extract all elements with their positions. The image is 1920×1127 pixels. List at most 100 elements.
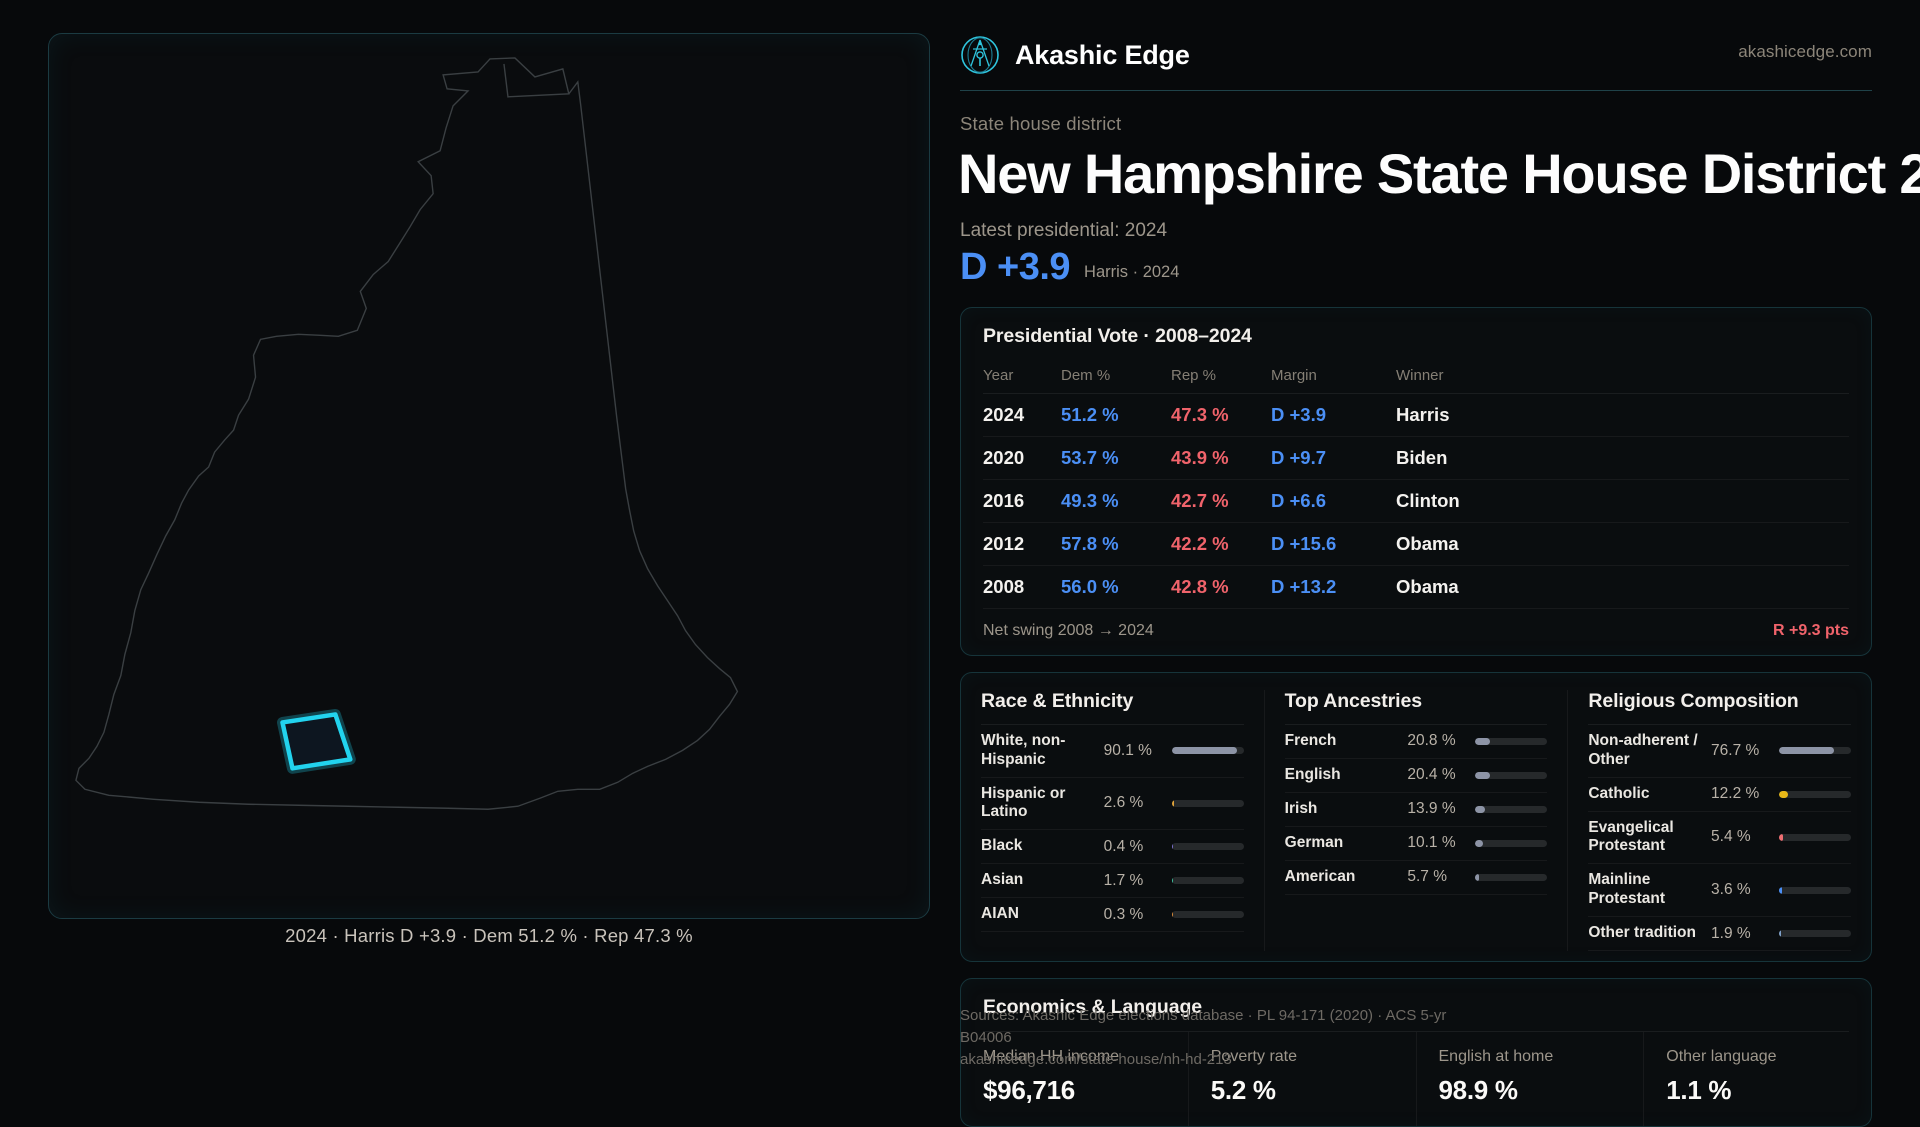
metric-label: Asian [981, 871, 1024, 889]
table-row: 2012 57.8 % 42.2 % D +15.6 Obama [983, 522, 1849, 566]
list-item: Catholic 12.2 % [1588, 778, 1852, 812]
cell-rep: 42.2 % [1171, 522, 1271, 566]
metric-bar [1171, 877, 1244, 885]
district-highlight-shape [280, 712, 353, 771]
cell-margin: D +3.9 [1271, 393, 1396, 437]
metric-value: 20.8 % [1407, 732, 1456, 750]
state-outline-group [75, 57, 739, 810]
list-item: Evangelical Protestant 5.4 % [1588, 812, 1852, 865]
list-item: AIAN 0.3 % [981, 898, 1244, 933]
source-line-2: akashicedge.com/state-house/nh-hd-213 [960, 1050, 1232, 1068]
col-winner: Winner [1396, 361, 1849, 394]
highlighted-district-group[interactable] [276, 708, 356, 774]
cell-rep: 42.7 % [1171, 479, 1271, 523]
metric-bar [1779, 930, 1852, 938]
source-line-1: Sources: Akashic Edge elections database… [960, 1007, 1447, 1046]
cell-dem: 57.8 % [1061, 522, 1171, 566]
cell-winner: Clinton [1396, 479, 1849, 523]
cell-margin: D +6.6 [1271, 479, 1396, 523]
list-item: Non-adherent / Other 76.7 % [1588, 725, 1852, 778]
col-margin: Margin [1271, 361, 1396, 394]
metric-label: Irish [1284, 799, 1318, 817]
demographics-card: Race & Ethnicity White, non-Hispanic 90.1… [960, 671, 1872, 963]
akashic-emblem-icon [961, 36, 999, 74]
brand-url: akashicedge.com [1738, 42, 1872, 61]
cell-dem: 51.2 % [1061, 393, 1171, 437]
metric-label: French [1284, 731, 1337, 749]
table-row: 2016 49.3 % 42.7 % D +6.6 Clinton [983, 479, 1849, 523]
metric-value: 0.4 % [1103, 837, 1144, 855]
race-rows: White, non-Hispanic 90.1 % Hispanic or Lat… [981, 723, 1244, 933]
cell-margin: D +15.6 [1271, 522, 1396, 566]
cell-dem: 49.3 % [1061, 479, 1171, 523]
cell-winner: Obama [1396, 565, 1849, 609]
econ-metric-label: English at home [1438, 1048, 1554, 1066]
list-item: White, non-Hispanic 90.1 % [981, 725, 1244, 778]
page-eyebrow: State house district [960, 113, 1122, 134]
metric-value: 5.4 % [1711, 828, 1751, 846]
religion-rows: Non-adherent / Other 76.7 % Catholic 12.2 %… [1588, 723, 1852, 952]
metric-value: 1.7 % [1103, 871, 1144, 889]
cell-year: 2024 [983, 393, 1061, 437]
metric-bar [1475, 873, 1548, 881]
metric-label: Non-adherent / Other [1588, 731, 1698, 768]
metric-label: English [1284, 765, 1341, 783]
list-item: Other tradition 1.9 % [1588, 917, 1852, 952]
economics-divider [983, 1031, 1849, 1033]
top-ancestries-title: Top Ancestries [1284, 689, 1422, 712]
source-note: Sources: Akashic Edge elections database… [960, 1005, 1460, 1070]
cell-dem: 53.7 % [1061, 436, 1171, 480]
latest-presidential-label: Latest presidential: 2024 [960, 219, 1168, 241]
metric-bar [1171, 747, 1244, 755]
cell-year: 2016 [983, 479, 1061, 523]
table-row: 2008 56.0 % 42.8 % D +13.2 Obama [983, 565, 1849, 609]
religious-composition-column: Religious Composition Non-adherent / Oth… [1567, 689, 1871, 952]
ancestry-rows: French 20.8 % English 20.4 % Irish 13.9 % Germ… [1284, 723, 1548, 895]
top-ancestries-column: Top Ancestries French 20.8 % English 20.4 %… [1263, 689, 1568, 952]
brand-bar: Akashic Edge akashicedge.com [960, 26, 1872, 84]
presidential-vote-title: Presidential Vote · 2008–2024 [983, 324, 1252, 347]
metric-bar [1779, 747, 1852, 755]
district-map-panel[interactable] [48, 33, 930, 919]
metric-label: AIAN [981, 905, 1019, 923]
page-title: New Hampshire State House District 21 [958, 142, 1920, 205]
econ-metric-label: Median HH income [983, 1048, 1120, 1066]
presidential-vote-table: Year Dem % Rep % Margin Winner 2024 51.2 … [983, 361, 1849, 609]
metric-bar [1779, 790, 1852, 798]
metric-bar [1171, 911, 1244, 919]
metric-value: 1.9 % [1711, 924, 1751, 942]
new-hampshire-map-svg [75, 57, 739, 810]
metric-bar [1171, 843, 1244, 851]
race-ethnicity-title: Race & Ethnicity [981, 689, 1134, 712]
metric-label: Black [981, 837, 1023, 855]
table-header-row: Year Dem % Rep % Margin Winner [983, 361, 1849, 394]
metric-label: Hispanic or Latino [981, 784, 1066, 821]
cell-margin: D +9.7 [1271, 436, 1396, 480]
metric-value: 13.9 % [1407, 800, 1456, 818]
religious-composition-title: Religious Composition [1588, 689, 1799, 712]
metric-label: White, non-Hispanic [981, 731, 1066, 768]
presidential-vote-card: Presidential Vote · 2008–2024 Year Dem %… [960, 306, 1872, 656]
col-year: Year [983, 361, 1061, 394]
col-dem: Dem % [1061, 361, 1171, 394]
metric-bar [1779, 833, 1852, 841]
new-hampshire-outline-path [75, 57, 739, 810]
cell-dem: 56.0 % [1061, 565, 1171, 609]
econ-metric-label: Other language [1666, 1048, 1777, 1066]
metric-value: 10.1 % [1407, 834, 1456, 852]
list-item: Asian 1.7 % [981, 864, 1244, 899]
cell-winner: Obama [1396, 522, 1849, 566]
presidential-vote-body: 2024 51.2 % 47.3 % D +3.9 Harris 2020 53.7 % 43… [983, 393, 1849, 609]
metric-label: American [1284, 867, 1356, 885]
list-item: German 10.1 % [1284, 827, 1548, 861]
cell-rep: 42.8 % [1171, 565, 1271, 609]
metric-bar [1475, 771, 1548, 779]
metric-bar [1171, 799, 1244, 807]
cell-rep: 47.3 % [1171, 393, 1271, 437]
cell-winner: Harris [1396, 393, 1849, 437]
map-caption: 2024 · Harris D +3.9 · Dem 51.2 % · Rep … [285, 925, 693, 946]
metric-label: Other tradition [1588, 924, 1696, 942]
hero-margin-value: D +3.9 [960, 245, 1071, 288]
metric-label: Catholic [1588, 784, 1650, 802]
table-row: 2020 53.7 % 43.9 % D +9.7 Biden [983, 436, 1849, 480]
